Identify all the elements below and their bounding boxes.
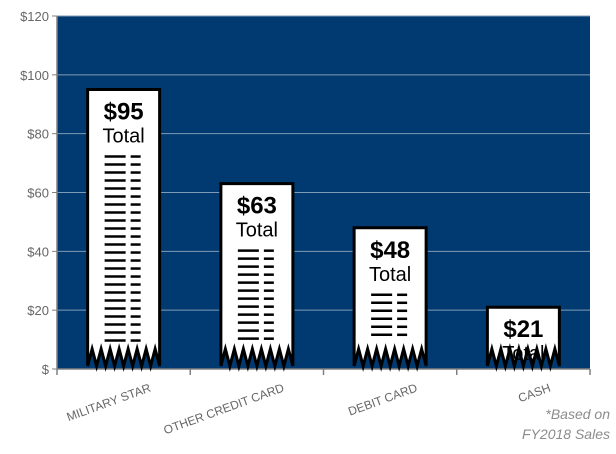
bar-value-label: $48 xyxy=(370,237,410,264)
axes xyxy=(56,16,591,375)
bar-total-label: Total xyxy=(236,220,278,242)
bar-value-label: $21 xyxy=(503,316,543,343)
x-category-label: MILITARY STAR xyxy=(65,381,153,425)
receipt-bar-shape xyxy=(352,226,428,372)
receipt-bar-shape xyxy=(485,305,561,372)
bar-value-label: $63 xyxy=(237,193,277,220)
y-tick-label: $120 xyxy=(20,9,49,24)
y-tick-label: $100 xyxy=(20,68,49,83)
bar-total-label: Total xyxy=(502,343,544,365)
bar-value-label: $95 xyxy=(104,99,144,126)
bar-total-label: Total xyxy=(103,126,145,148)
footnote-line-1: *Based on xyxy=(545,406,610,422)
y-axis-tick-labels: $ $20 $40 $60 $80 $100 $120 xyxy=(20,9,50,377)
bar-total-label: Total xyxy=(369,264,411,286)
y-tick-label: $20 xyxy=(27,303,49,318)
footnote: *Based on FY2018 Sales xyxy=(490,404,610,444)
y-tick-label: $60 xyxy=(27,186,49,201)
x-category-label: OTHER CREDIT CARD xyxy=(162,381,287,438)
y-tick-label: $40 xyxy=(27,244,49,259)
y-tick-label: $80 xyxy=(27,127,49,142)
x-axis-tick-labels: MILITARY STAR OTHER CREDIT CARD DEBIT CARD… xyxy=(65,381,553,438)
footnote-line-2: FY2018 Sales xyxy=(522,426,610,442)
y-tick-label: $ xyxy=(42,362,50,377)
x-category-label: DEBIT CARD xyxy=(346,381,419,419)
x-category-label: CASH xyxy=(516,381,552,406)
